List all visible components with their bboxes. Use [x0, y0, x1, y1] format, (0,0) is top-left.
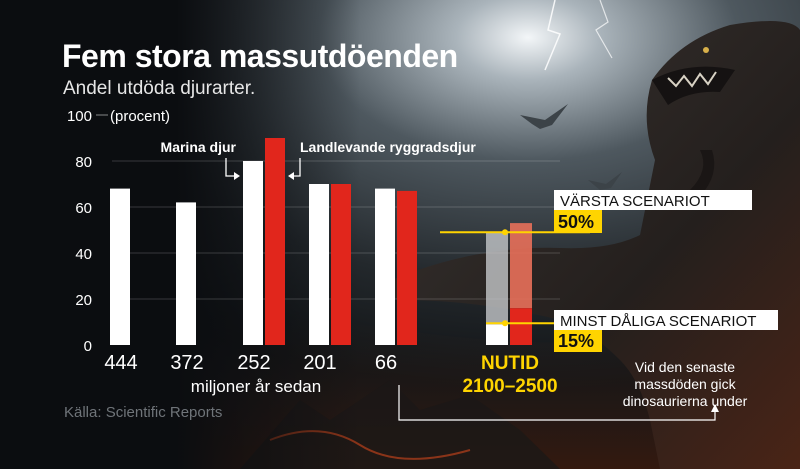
x-tick-label: 444 [104, 352, 137, 374]
x-tick-label: 252 [237, 352, 270, 374]
future-range-marine [486, 232, 508, 325]
y-axis-label: (procent) [110, 108, 170, 125]
future-bar-land [510, 308, 532, 345]
x-axis-label: miljoner år sedan [191, 377, 321, 396]
best-label: MINST DÅLIGA SCENARIOT [560, 313, 756, 330]
worst-value-box [554, 210, 602, 233]
legend-marine: Marina djur [161, 139, 237, 155]
bar-marine [176, 202, 196, 345]
y-tick-label: 80 [75, 154, 92, 171]
y-tick-label: 40 [75, 246, 92, 263]
legend-marine-arrow [234, 172, 240, 180]
best-label-box [554, 310, 778, 330]
y-tick-label: 20 [75, 292, 92, 309]
bar-land [397, 190, 417, 345]
x-tick-label: 372 [170, 352, 203, 374]
bar-marine [110, 188, 130, 345]
y-tick-label: 60 [75, 200, 92, 217]
x-tick-label: 66 [375, 352, 397, 374]
future-label: NUTID [481, 353, 539, 374]
chart-subtitle: Andel utdöda djurarter. [63, 78, 256, 99]
future-range-land [510, 223, 532, 309]
bar-land [331, 184, 351, 345]
y-tick-label: 100 [67, 108, 92, 125]
bar-marine [309, 184, 329, 345]
annotation-arrow [711, 404, 719, 412]
worst-label-box [554, 190, 752, 210]
future-bar-marine [486, 324, 508, 345]
legend-land-arrow [288, 172, 294, 180]
annotation-text: Vid den senaste massdöden gick dinosaurier… [623, 359, 748, 409]
worst-value: 50% [558, 212, 594, 232]
best-dot [502, 320, 508, 327]
bar-marine [375, 188, 395, 345]
y-tick-label: 0 [84, 338, 92, 355]
worst-dot [502, 229, 508, 236]
chart-title: Fem stora massutdöenden [62, 38, 458, 74]
legend-land: Landlevande ryggradsdjur [300, 139, 476, 155]
best-value: 15% [558, 331, 594, 351]
annotation-leader [398, 385, 716, 421]
worst-label: VÄRSTA SCENARIOT [560, 193, 710, 210]
bar-marine [243, 161, 263, 345]
best-value-box [554, 330, 602, 352]
x-tick-label: 201 [303, 352, 336, 374]
bar-land [265, 138, 285, 345]
future-period: 2100–2500 [462, 376, 557, 397]
source-credit: Källa: Scientific Reports [64, 404, 223, 421]
